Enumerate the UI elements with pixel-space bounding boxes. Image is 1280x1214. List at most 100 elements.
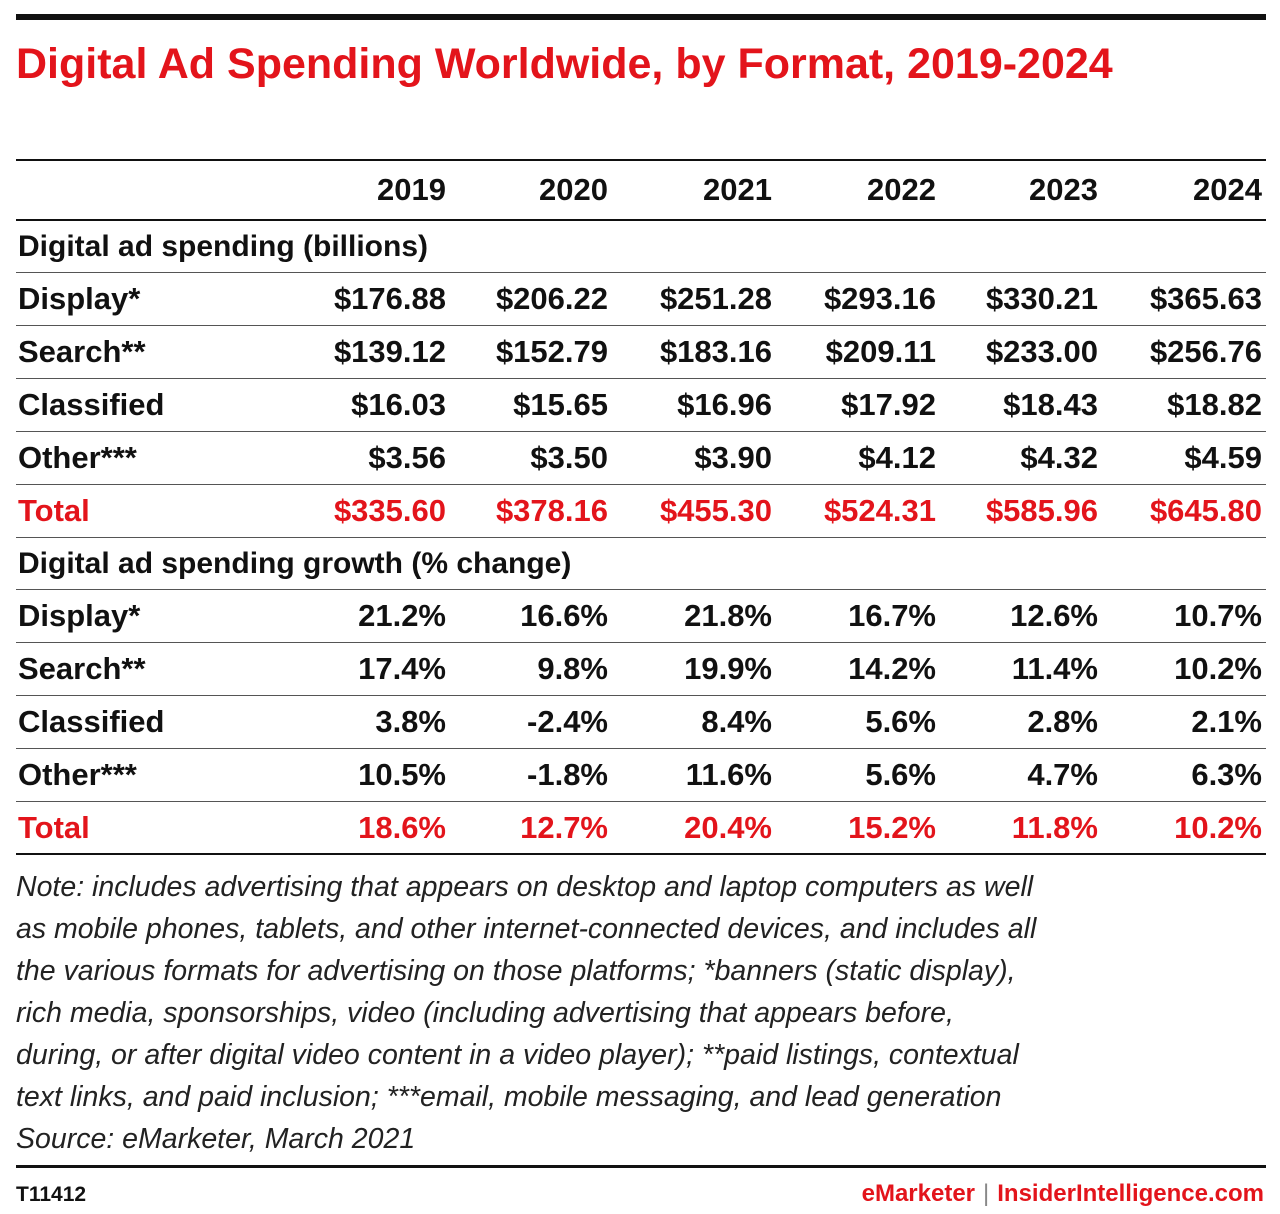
table-cell: -2.4%	[527, 704, 608, 739]
table-cell: $251.28	[659, 281, 772, 316]
note-line: during, or after digital video content i…	[16, 1039, 1019, 1071]
row-label: Search**	[18, 651, 146, 686]
table-cell: $18.82	[1167, 387, 1262, 422]
table-cell: $378.16	[495, 493, 608, 528]
table-cell: 2.8%	[1027, 704, 1098, 739]
column-header: 2021	[703, 172, 772, 207]
table-cell: $16.96	[677, 387, 772, 422]
table-cell: 16.6%	[520, 598, 608, 633]
table-cell: $256.76	[1149, 334, 1262, 369]
table-cell: 5.6%	[865, 757, 936, 792]
row-label: Search**	[18, 334, 146, 369]
table-cell: 21.8%	[684, 598, 772, 633]
table-cell: $152.79	[495, 334, 608, 369]
table-cell: 19.9%	[684, 651, 772, 686]
row-label: Display*	[18, 281, 141, 316]
table-cell: $4.12	[858, 440, 936, 475]
table-cell: 11.6%	[685, 757, 772, 792]
section-heading-row: Digital ad spending (billions)	[16, 221, 1266, 273]
table-cell: $335.60	[333, 493, 446, 528]
table-cell: $293.16	[823, 281, 936, 316]
note-line: Note: includes advertising that appears …	[16, 871, 1034, 903]
table-cell: $3.90	[694, 440, 772, 475]
table-cell: 10.2%	[1174, 651, 1262, 686]
table-row: Display* $176.88 $206.22 $251.28 $293.16 $330…	[16, 273, 1266, 326]
table-cell: $524.31	[823, 493, 936, 528]
table-cell: 4.7%	[1027, 757, 1098, 792]
table-row: Search** 17.4% 9.8% 19.9% 14.2% 11.4% 10.2%	[16, 643, 1266, 696]
row-label: Classified	[18, 704, 165, 739]
table-row: Display* 21.2% 16.6% 21.8% 16.7% 12.6% 10.7%	[16, 590, 1266, 643]
table-cell: 11.4%	[1011, 651, 1098, 686]
emarketer-logo-text: eMarketer	[861, 1180, 976, 1207]
chart-id: T11412	[16, 1183, 87, 1206]
row-label: Total	[18, 809, 90, 845]
note-line: text links, and paid inclusion; ***email…	[16, 1081, 1002, 1113]
table-cell: $16.03	[351, 387, 446, 422]
table-cell: 3.8%	[375, 704, 446, 739]
column-header: 2024	[1193, 172, 1262, 207]
brand-separator: |	[983, 1180, 990, 1207]
table-cell: $365.63	[1149, 281, 1262, 316]
chart-title: Digital Ad Spending Worldwide, by Format…	[16, 40, 1113, 88]
row-label: Classified	[18, 387, 165, 422]
note-line: as mobile phones, tablets, and other int…	[16, 913, 1037, 945]
table-cell: $585.96	[985, 493, 1098, 528]
table-cell: 9.8%	[537, 651, 608, 686]
table-cell: $3.50	[530, 440, 608, 475]
table-cell: $3.56	[368, 440, 446, 475]
table-cell: $183.16	[659, 334, 772, 369]
section-heading-row: Digital ad spending growth (% change)	[16, 538, 1266, 590]
table-row: Search** $139.12 $152.79 $183.16 $209.11 $233…	[16, 326, 1266, 379]
table-cell: 18.6%	[358, 809, 446, 845]
table-cell: $4.59	[1184, 440, 1262, 475]
table-cell: $645.80	[1149, 493, 1262, 528]
table-cell: 11.8%	[1011, 809, 1098, 845]
column-header: 2019	[377, 172, 446, 207]
table-cell: 20.4%	[684, 809, 772, 845]
table-cell: $139.12	[333, 334, 446, 369]
insider-intelligence-link[interactable]: InsiderIntelligence.com	[997, 1180, 1264, 1207]
table-cell: 5.6%	[865, 704, 936, 739]
section-heading: Digital ad spending growth (% change)	[18, 546, 572, 580]
table-header-row: 2019 2020 2021 2022 2023 2024	[16, 161, 1266, 221]
table-cell: $15.65	[513, 387, 608, 422]
table-cell: 17.4%	[358, 651, 446, 686]
column-header: 2022	[867, 172, 936, 207]
data-table: 2019 2020 2021 2022 2023 2024 Digital ad…	[16, 159, 1266, 855]
table-cell: 6.3%	[1191, 757, 1262, 792]
table-cell: 12.7%	[520, 809, 608, 845]
top-rule	[16, 14, 1266, 20]
table-row: Classified 3.8% -2.4% 8.4% 5.6% 2.8% 2.1%	[16, 696, 1266, 749]
table-cell: $209.11	[825, 334, 936, 369]
table-cell: $455.30	[659, 493, 772, 528]
total-row: Total $335.60 $378.16 $455.30 $524.31 $585.96…	[16, 485, 1266, 538]
table-cell: 21.2%	[358, 598, 446, 633]
bottom-rule	[16, 1165, 1266, 1168]
column-header: 2020	[539, 172, 608, 207]
source-line: Source: eMarketer, March 2021	[16, 1123, 416, 1155]
table-cell: $233.00	[985, 334, 1098, 369]
footnote: Note: includes advertising that appears …	[16, 866, 1266, 1160]
table-cell: 2.1%	[1191, 704, 1262, 739]
table-cell: 10.2%	[1174, 809, 1262, 845]
table-cell: $17.92	[841, 387, 936, 422]
table-cell: 15.2%	[848, 809, 936, 845]
table-cell: 12.6%	[1010, 598, 1098, 633]
row-label: Other***	[18, 757, 137, 792]
table-cell: 14.2%	[848, 651, 936, 686]
row-label: Display*	[18, 598, 141, 633]
table-row: Other*** 10.5% -1.8% 11.6% 5.6% 4.7% 6.3%	[16, 749, 1266, 802]
note-line: rich media, sponsorships, video (includi…	[16, 997, 954, 1029]
table-cell: -1.8%	[527, 757, 608, 792]
table-cell: $176.88	[333, 281, 446, 316]
table-cell: $330.21	[985, 281, 1098, 316]
table-cell: 10.7%	[1174, 598, 1262, 633]
table-cell: 8.4%	[701, 704, 772, 739]
table-cell: $206.22	[495, 281, 608, 316]
table-cell: $4.32	[1020, 440, 1098, 475]
table-cell: 16.7%	[848, 598, 936, 633]
footer-brand: eMarketer | InsiderIntelligence.com	[862, 1180, 1264, 1208]
row-label: Other***	[18, 440, 137, 475]
column-header: 2023	[1029, 172, 1098, 207]
